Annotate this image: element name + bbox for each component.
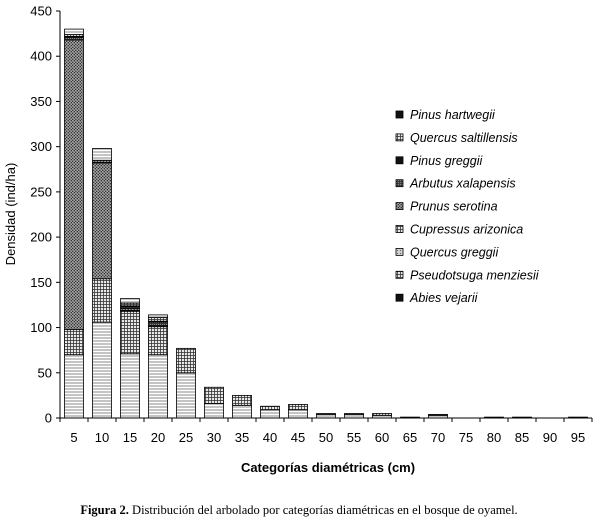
x-tick-label: 60	[375, 430, 389, 445]
bar-segment-pseudotsuga-menziesii	[288, 404, 308, 411]
bar-segment-abies-vejarii	[288, 409, 308, 419]
bar-segment-pinus-hartwegii	[64, 28, 84, 35]
y-tick-label: 250	[30, 184, 52, 199]
legend: Pinus hartwegii Quercus saltillensis Pinus…	[395, 108, 540, 305]
y-tick-label: 150	[30, 275, 52, 290]
x-tick-label: 85	[515, 430, 529, 445]
legend-label: Cupressus arizonica	[410, 223, 523, 237]
x-tick-label: 55	[347, 430, 361, 445]
bar-segment-quercus-saltillensis	[120, 302, 140, 307]
legend-swatch	[395, 133, 404, 142]
x-axis-ticks: 5 10 15 20 25 30 35 40 45 50 55 60 65 70 75 80 85 90 95	[59, 418, 593, 445]
bar-segment-abies-vejarii	[204, 403, 224, 419]
bar-segment-pinus-hartwegii	[92, 148, 112, 161]
x-tick-label: 65	[403, 430, 417, 445]
y-tick-label: 200	[30, 230, 52, 245]
caption-label: Figura 2.	[80, 503, 129, 517]
x-tick-label: 10	[95, 430, 109, 445]
x-tick-label: 95	[571, 430, 585, 445]
bar-segment-pseudotsuga-menziesii	[92, 278, 112, 323]
y-axis-title: Densidad (ind/ha)	[3, 163, 18, 266]
bar-segment-abies-vejarii	[232, 404, 252, 419]
y-tick-label: 0	[45, 411, 52, 426]
bar-segment-pinus-hartwegii	[120, 298, 140, 304]
x-tick-label: 5	[70, 430, 77, 445]
legend-swatch	[395, 179, 404, 188]
legend-label: Pseudotsuga menziesii	[410, 268, 540, 282]
bar-segment-abies-vejarii	[120, 353, 140, 419]
bar-segment-pinus-hartwegii	[148, 314, 168, 319]
x-tick-label: 40	[263, 430, 277, 445]
y-axis-ticks: 0 50 100 150 200 250 300 350 400 450	[30, 4, 60, 426]
y-tick-label: 300	[30, 139, 52, 154]
legend-label: Pinus hartwegii	[410, 108, 496, 122]
legend-swatch	[395, 293, 404, 302]
legend-label: Prunus serotina	[410, 200, 498, 214]
x-tick-label: 75	[459, 430, 473, 445]
x-tick-label: 70	[431, 430, 445, 445]
y-tick-label: 400	[30, 49, 52, 64]
bar-segment-pseudotsuga-menziesii	[176, 347, 196, 374]
bar-segment-pseudotsuga-menziesii	[260, 405, 280, 411]
bar-segment-abies-vejarii	[260, 409, 280, 419]
bar-segment-pseudotsuga-menziesii	[372, 413, 392, 416]
legend-label: Abies vejarii	[409, 291, 479, 305]
x-tick-label: 80	[487, 430, 501, 445]
x-tick-label: 20	[151, 430, 165, 445]
bar-segment-quercus-saltillensis	[148, 317, 168, 322]
x-tick-label: 90	[543, 430, 557, 445]
bar-segment-prunus-serotina	[64, 39, 84, 330]
legend-swatch	[395, 225, 404, 233]
bar-segment-abies-vejarii	[92, 321, 112, 419]
x-tick-label: 25	[179, 430, 193, 445]
legend-swatch	[395, 270, 404, 279]
y-tick-label: 450	[30, 4, 52, 19]
bar-group	[64, 28, 588, 419]
bar-segment-abies-vejarii	[148, 354, 168, 419]
x-tick-label: 15	[123, 430, 137, 445]
legend-swatch	[395, 110, 404, 119]
bar-segment-prunus-serotina	[92, 162, 112, 280]
bar-segment-pseudotsuga-menziesii	[148, 326, 168, 356]
bar-segment-abies-vejarii	[316, 413, 336, 419]
stacked-bar-chart: 0 50 100 150 200 250 300 350 400 450 5 10 15 20 25 30 3…	[3, 4, 593, 475]
legend-swatch	[395, 156, 404, 165]
bar-segment-arbutus-xalapensis	[64, 36, 84, 41]
y-tick-label: 100	[30, 320, 52, 335]
bar-segment-abies-vejarii	[64, 354, 84, 419]
legend-label: Pinus greggii	[410, 154, 483, 168]
x-axis-title: Categorías diamétricas (cm)	[241, 460, 415, 475]
legend-label: Quercus saltillensis	[410, 131, 518, 145]
legend-label: Quercus greggii	[410, 245, 499, 259]
legend-swatch	[395, 247, 404, 256]
bar-segment-pseudotsuga-menziesii	[428, 413, 448, 416]
bar-segment-pseudotsuga-menziesii	[232, 394, 252, 406]
bar-segment-pseudotsuga-menziesii	[316, 413, 336, 415]
bar-segment-pseudotsuga-menziesii	[64, 328, 84, 356]
bar-segment-pseudotsuga-menziesii	[204, 386, 224, 404]
x-tick-label: 50	[319, 430, 333, 445]
y-tick-label: 350	[30, 94, 52, 109]
x-tick-label: 45	[291, 430, 305, 445]
figure-caption: Figura 2. Distribución del arbolado por …	[0, 503, 598, 518]
bar-segment-abies-vejarii	[176, 372, 196, 419]
bar-segment-arbutus-xalapensis	[148, 321, 168, 327]
bar-segment-abies-vejarii	[344, 413, 364, 419]
bar-segment-pseudotsuga-menziesii	[120, 310, 140, 355]
y-tick-label: 50	[38, 365, 52, 380]
x-tick-label: 30	[207, 430, 221, 445]
legend-swatch	[395, 202, 404, 211]
bar-segment-pseudotsuga-menziesii	[344, 413, 364, 415]
caption-text: Distribución del arbolado por categorías…	[132, 503, 518, 517]
x-tick-label: 35	[235, 430, 249, 445]
legend-label: Arbutus xalapensis	[409, 177, 516, 191]
